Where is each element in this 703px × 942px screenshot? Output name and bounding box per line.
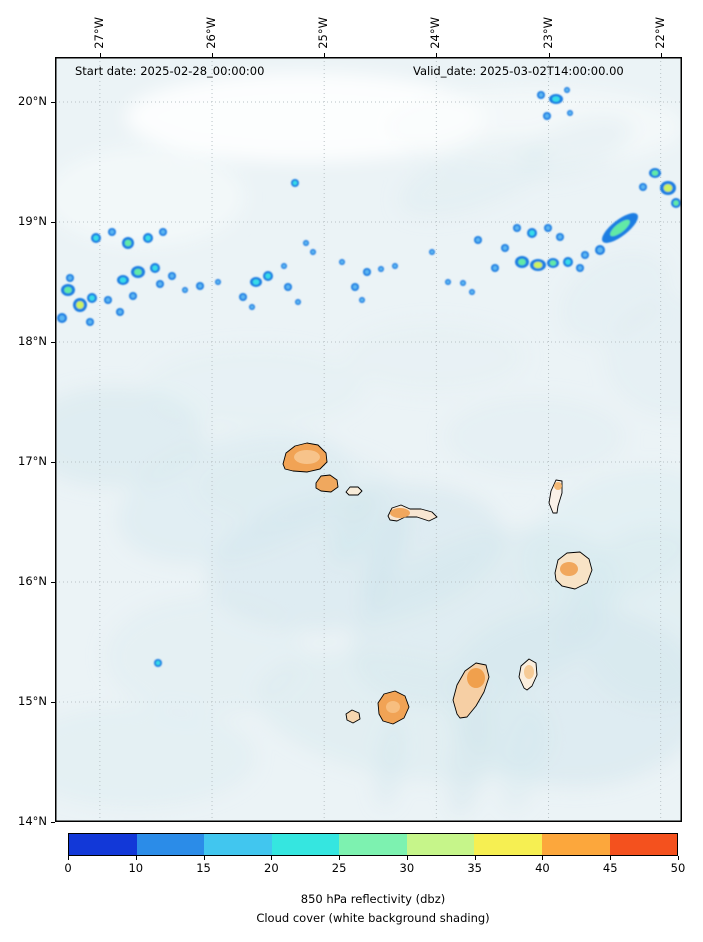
colorbar-tickmark bbox=[135, 856, 137, 860]
x-tick-label: 27°W bbox=[91, 17, 106, 49]
y-tickmark bbox=[51, 582, 55, 583]
map-plot: Start date: 2025-02-28_00:00:00 Valid_da… bbox=[55, 57, 682, 822]
island-sao-vicente bbox=[315, 474, 339, 493]
colorbar-segment bbox=[406, 834, 475, 855]
x-tickmark bbox=[324, 53, 326, 57]
colorbar bbox=[68, 833, 678, 856]
colorbar-tickmark bbox=[610, 856, 612, 860]
colorbar-sublabel: Cloud cover (white background shading) bbox=[256, 911, 490, 925]
y-tickmark bbox=[51, 822, 55, 823]
y-tick-label: 17°N bbox=[18, 454, 47, 468]
colorbar-segment bbox=[609, 834, 678, 855]
x-tick-label: 24°W bbox=[428, 17, 443, 49]
x-tick-label: 23°W bbox=[540, 17, 555, 49]
colorbar-segment bbox=[541, 834, 610, 855]
island-santa-luzia bbox=[345, 486, 363, 496]
colorbar-tickmark bbox=[339, 856, 341, 860]
colorbar-tick-label: 20 bbox=[264, 861, 279, 875]
island-brava bbox=[345, 709, 361, 724]
colorbar-tickmark bbox=[678, 856, 679, 860]
reflectivity-map-canvas bbox=[55, 57, 682, 822]
start-date-label: Start date: 2025-02-28_00:00:00 bbox=[75, 64, 265, 78]
colorbar-tick-label: 25 bbox=[331, 861, 347, 875]
colorbar-tick-label: 50 bbox=[670, 861, 686, 875]
y-tick-label: 15°N bbox=[18, 694, 47, 708]
colorbar-segment bbox=[69, 834, 137, 855]
colorbar-segment bbox=[474, 834, 542, 855]
x-tickmark bbox=[99, 53, 101, 57]
x-tickmark bbox=[212, 53, 214, 57]
x-tick-label: 22°W bbox=[652, 17, 667, 49]
colorbar-segment bbox=[136, 834, 205, 855]
y-tickmark bbox=[51, 222, 55, 223]
y-tickmark bbox=[51, 342, 55, 343]
x-tickmark bbox=[660, 53, 662, 57]
colorbar-segment bbox=[204, 834, 272, 855]
colorbar-segment bbox=[271, 834, 340, 855]
colorbar-ticks: 0 10 15 20 25 30 35 40 45 50 bbox=[64, 856, 685, 878]
colorbar-tickmark bbox=[68, 856, 69, 860]
valid-date-label: Valid_date: 2025-03-02T14:00:00.00 bbox=[413, 64, 624, 78]
colorbar-label: 850 hPa reflectivity (dbz) bbox=[300, 892, 446, 906]
y-tickmark bbox=[51, 462, 55, 463]
longitude-axis: 27°W 26°W 25°W 24°W 23°W 22°W bbox=[0, 0, 703, 57]
colorbar-tick-label: 40 bbox=[535, 861, 550, 875]
y-tick-label: 14°N bbox=[18, 814, 47, 828]
colorbar-tick-label: 10 bbox=[128, 861, 144, 875]
colorbar-tickmark bbox=[406, 856, 408, 860]
y-tick-label: 18°N bbox=[18, 334, 47, 348]
colorbar-tick-label: 35 bbox=[467, 861, 482, 875]
y-tickmark bbox=[51, 702, 55, 703]
x-tick-label: 25°W bbox=[316, 17, 331, 49]
y-tick-label: 20°N bbox=[18, 94, 47, 108]
colorbar-segment bbox=[339, 834, 407, 855]
y-tick-label: 16°N bbox=[18, 574, 47, 588]
colorbar-tick-label: 45 bbox=[602, 861, 618, 875]
colorbar-tickmark bbox=[203, 856, 205, 860]
x-tickmark bbox=[548, 53, 550, 57]
y-tick-label: 19°N bbox=[18, 214, 47, 228]
x-tick-label: 26°W bbox=[204, 17, 219, 49]
y-tickmark bbox=[51, 102, 55, 103]
colorbar-tickmark bbox=[271, 856, 273, 860]
x-tickmark bbox=[436, 53, 438, 57]
colorbar-tickmark bbox=[542, 856, 544, 860]
colorbar-tick-label: 15 bbox=[196, 861, 211, 875]
colorbar-tick-label: 30 bbox=[399, 861, 415, 875]
colorbar-tickmark bbox=[474, 856, 476, 860]
colorbar-tick-label: 0 bbox=[64, 861, 72, 875]
latitude-axis: 20°N 19°N 18°N 17°N 16°N 15°N 14°N bbox=[0, 0, 55, 942]
